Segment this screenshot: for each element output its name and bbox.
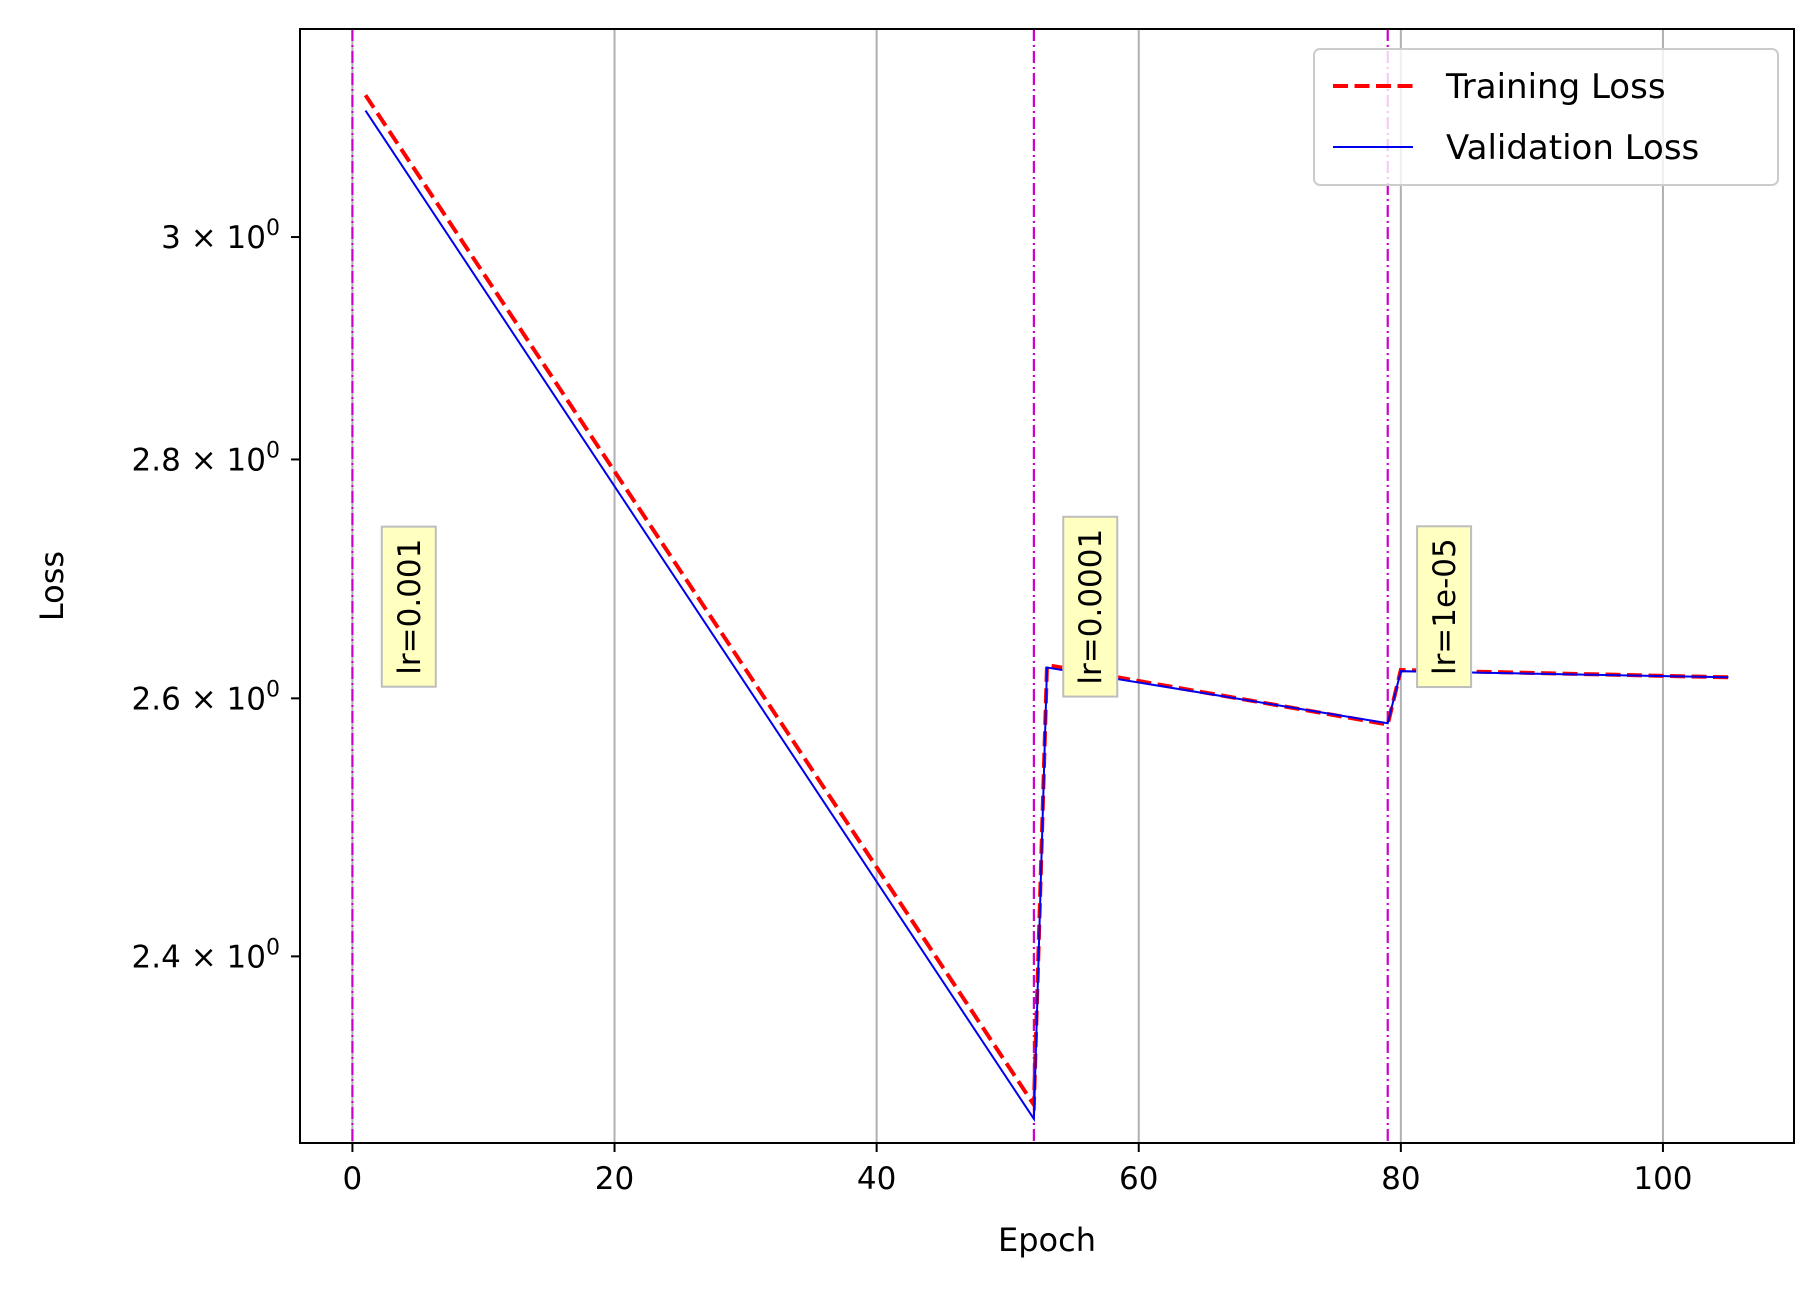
y-tick-base: 10 xyxy=(227,939,266,975)
y-tick-exponent: 0 xyxy=(266,677,280,702)
y-tick-base: 10 xyxy=(227,442,266,478)
lr-annotation: lr=1e-05 xyxy=(1416,525,1473,689)
x-axis-ticks: 0 20 40 60 80 100 xyxy=(343,1143,1693,1197)
y-tick-exponent: 0 xyxy=(266,216,280,241)
y-tick-base: 10 xyxy=(227,220,266,256)
y-tick-exponent: 0 xyxy=(266,438,280,463)
x-axis-label: Epoch xyxy=(998,1221,1096,1259)
y-tick-mantissa: 2.6 xyxy=(132,681,181,717)
y-tick-label: 2.4 × 100 xyxy=(132,935,280,975)
legend-box xyxy=(1313,48,1779,186)
lr-annotation-label: lr=0.001 xyxy=(392,539,428,675)
lr-annotation-label: lr=1e-05 xyxy=(1427,538,1463,675)
x-tick-label: 80 xyxy=(1381,1161,1420,1197)
legend-label: Validation Loss xyxy=(1446,128,1699,168)
y-tick-times: × xyxy=(181,442,227,478)
y-tick-label: 2.8 × 100 xyxy=(132,438,280,478)
x-tick-label: 20 xyxy=(595,1161,634,1197)
y-tick-label: 3 × 100 xyxy=(161,216,280,256)
y-tick-mantissa: 3 xyxy=(161,220,181,256)
lr-annotations: lr=0.001 lr=0.0001 lr=1e-05 xyxy=(380,515,1473,698)
y-tick-times: × xyxy=(181,220,227,256)
y-tick-exponent: 0 xyxy=(266,935,280,960)
lr-annotation: lr=0.0001 xyxy=(1062,515,1119,698)
lr-marker-lines xyxy=(351,29,1389,1143)
plot-frame xyxy=(299,28,1795,1144)
legend-label: Training Loss xyxy=(1445,67,1666,107)
x-tick-label: 0 xyxy=(343,1161,363,1197)
x-tick-label: 40 xyxy=(857,1161,896,1197)
y-tick-times: × xyxy=(181,939,227,975)
lr-annotation-label: lr=0.0001 xyxy=(1073,529,1109,685)
y-tick-mantissa: 2.8 xyxy=(132,442,181,478)
lr-annotation-box xyxy=(1062,515,1119,698)
y-tick-times: × xyxy=(181,681,227,717)
lr-annotation: lr=0.001 xyxy=(380,525,437,688)
x-tick-label: 60 xyxy=(1119,1161,1158,1197)
y-tick-label: 2.6 × 100 xyxy=(132,677,280,717)
lr-annotation-box xyxy=(380,525,437,688)
x-tick-label: 100 xyxy=(1633,1161,1692,1197)
y-axis-label: Loss xyxy=(33,551,71,621)
lr-annotation-box xyxy=(1416,525,1473,689)
y-tick-base: 10 xyxy=(227,681,266,717)
legend: Training Loss Validation Loss xyxy=(1313,48,1779,186)
y-tick-mantissa: 2.4 xyxy=(132,939,181,975)
